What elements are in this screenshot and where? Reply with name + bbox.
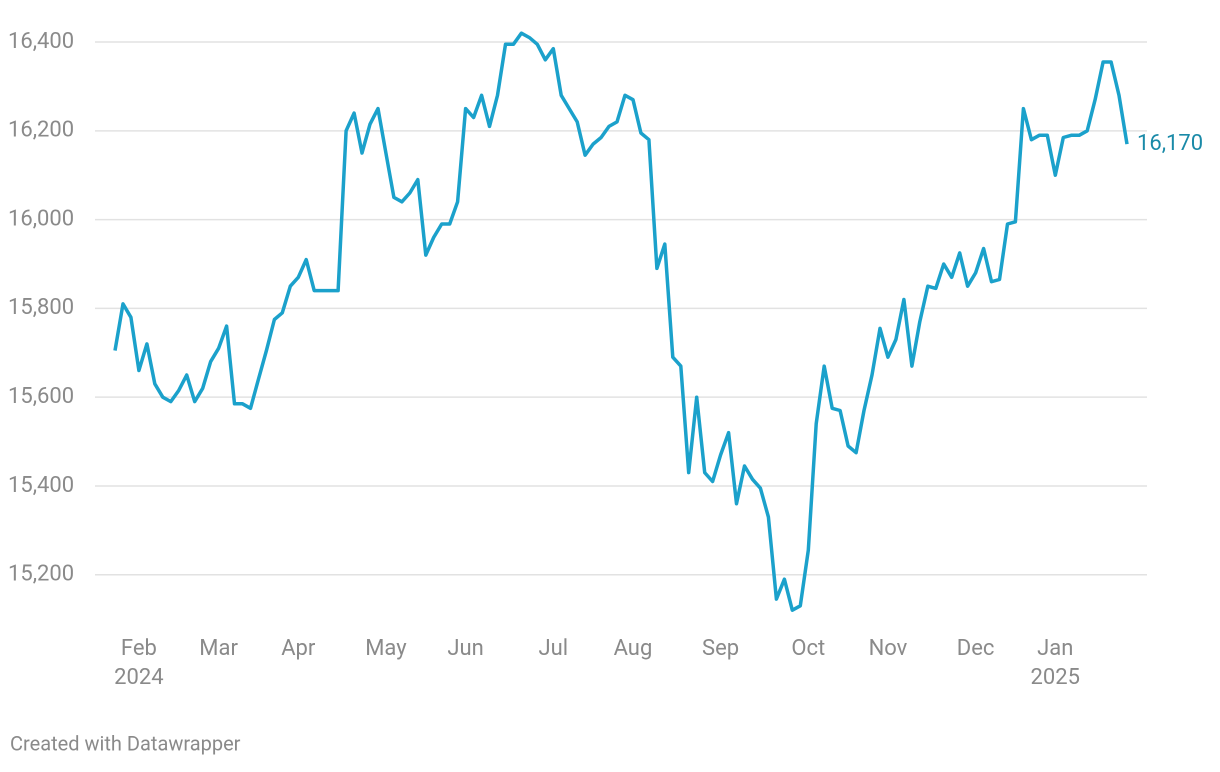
x-tick-label: Aug bbox=[614, 636, 653, 661]
y-tick-label: 15,400 bbox=[8, 473, 74, 498]
x-tick-label: Jun bbox=[447, 636, 483, 661]
y-tick-label: 16,400 bbox=[8, 29, 74, 54]
y-tick-label: 15,600 bbox=[8, 384, 74, 409]
x-tick-label: May bbox=[365, 636, 407, 661]
value-label: 16,170 bbox=[1137, 131, 1203, 156]
x-tick-label: Feb 2024 bbox=[114, 636, 163, 690]
x-tick-label: Apr bbox=[281, 636, 316, 661]
x-tick-label: Sep bbox=[702, 636, 739, 661]
y-tick-label: 15,800 bbox=[8, 295, 74, 320]
line bbox=[113, 31, 1129, 612]
x-tick-label: Dec bbox=[957, 636, 995, 661]
y-tick-label: 15,200 bbox=[8, 562, 74, 587]
x-tick-label: Jan 2025 bbox=[1031, 636, 1080, 690]
x-tick-label: Mar bbox=[199, 636, 238, 661]
footer: Created with Datawrapper bbox=[10, 731, 241, 755]
x-tick-label: Nov bbox=[869, 636, 908, 661]
x-tick-label: Jul bbox=[538, 636, 568, 661]
y-tick-label: 16,200 bbox=[8, 118, 74, 143]
x-tick-label: Oct bbox=[791, 636, 825, 661]
y-tick-label: 16,000 bbox=[8, 206, 74, 231]
